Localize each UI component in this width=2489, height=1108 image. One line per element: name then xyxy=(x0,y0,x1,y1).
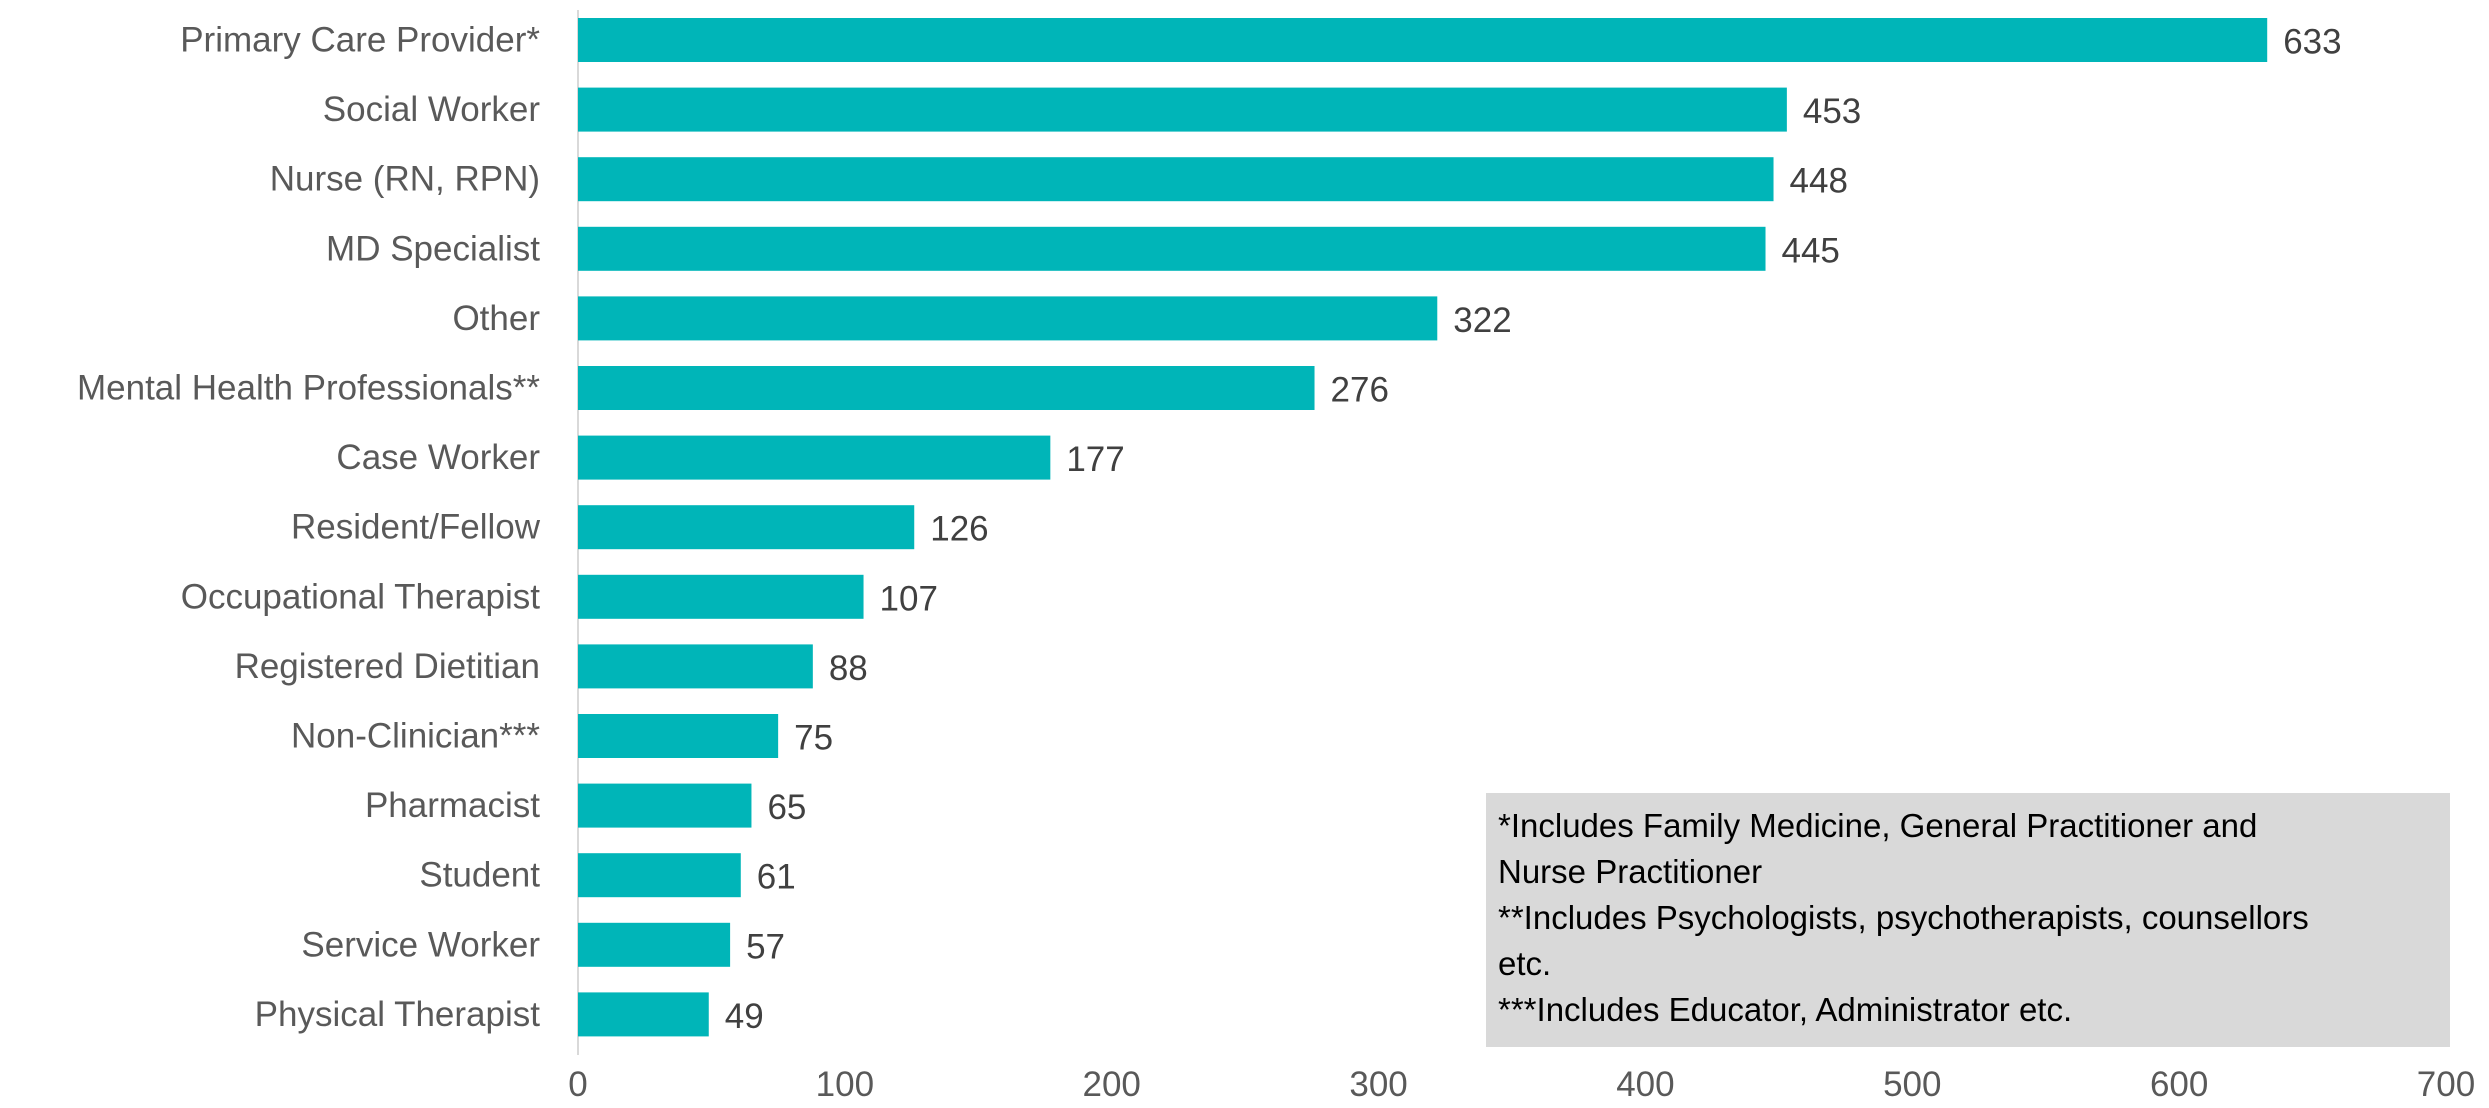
category-label: Service Worker xyxy=(301,925,540,964)
bar xyxy=(578,366,1315,410)
bar xyxy=(578,574,864,619)
value-label: 633 xyxy=(2283,23,2341,62)
category-label: Case Worker xyxy=(336,438,540,477)
x-tick-label: 300 xyxy=(1349,1065,1407,1104)
x-tick-label: 600 xyxy=(2150,1065,2208,1104)
footnote-line: ***Includes Educator, Administrator etc. xyxy=(1498,991,2073,1028)
bar xyxy=(578,714,779,758)
category-label: Resident/Fellow xyxy=(291,508,541,547)
x-tick-label: 400 xyxy=(1616,1065,1674,1104)
category-label: Primary Care Provider* xyxy=(180,21,540,60)
value-label: 448 xyxy=(1790,162,1848,201)
category-label: Occupational Therapist xyxy=(181,577,541,616)
bars-group xyxy=(578,18,2268,1037)
category-label: Physical Therapist xyxy=(255,995,541,1034)
value-label: 453 xyxy=(1803,92,1861,131)
value-label: 126 xyxy=(930,510,988,549)
bar xyxy=(578,922,731,967)
bar xyxy=(578,505,915,550)
value-label: 49 xyxy=(725,997,764,1036)
bar xyxy=(578,992,709,1037)
value-label: 57 xyxy=(746,927,785,966)
x-axis-ticks: 0 100 200 300 400 500 600 700 xyxy=(568,1065,2475,1104)
value-labels: 633 453 448 445 322 276 177 126 107 88 75 65 61 57 49 xyxy=(725,23,2342,1036)
x-tick-label: 100 xyxy=(816,1065,874,1104)
bar xyxy=(578,783,752,828)
footnote-line: Nurse Practitioner xyxy=(1498,853,1763,890)
category-label: Social Worker xyxy=(323,90,541,129)
value-label: 107 xyxy=(880,579,938,618)
category-label: Registered Dietitian xyxy=(235,647,540,686)
category-labels: Primary Care Provider* Social Worker Nurse… xyxy=(77,21,541,1034)
bar xyxy=(578,18,2268,62)
footnote-line: *Includes Family Medicine, General Pract… xyxy=(1498,807,2258,844)
category-label: Student xyxy=(419,856,540,895)
value-label: 322 xyxy=(1453,301,1511,340)
footnote-line: **Includes Psychologists, psychotherapis… xyxy=(1498,899,2309,936)
x-tick-label: 0 xyxy=(568,1065,587,1104)
x-tick-label: 500 xyxy=(1883,1065,1941,1104)
category-label: Other xyxy=(452,299,540,338)
category-label: Non-Clinician*** xyxy=(291,717,540,756)
bar xyxy=(578,226,1766,271)
bar xyxy=(578,853,741,898)
value-label: 445 xyxy=(1782,231,1840,270)
footnote-line: etc. xyxy=(1498,945,1552,982)
value-label: 75 xyxy=(794,719,833,758)
category-label: MD Specialist xyxy=(326,229,540,268)
category-label: Nurse (RN, RPN) xyxy=(270,160,540,199)
value-label: 276 xyxy=(1331,371,1389,410)
x-tick-label: 700 xyxy=(2417,1065,2475,1104)
x-tick-label: 200 xyxy=(1083,1065,1141,1104)
value-label: 177 xyxy=(1066,440,1124,479)
value-label: 65 xyxy=(767,788,806,827)
category-label: Pharmacist xyxy=(365,786,540,825)
category-label: Mental Health Professionals** xyxy=(77,369,540,408)
footnote-box: *Includes Family Medicine, General Pract… xyxy=(1486,793,2450,1047)
bar xyxy=(578,296,1438,341)
value-label: 88 xyxy=(829,649,868,688)
bar xyxy=(578,435,1051,480)
bar xyxy=(578,87,1787,132)
bar xyxy=(578,157,1774,202)
value-label: 61 xyxy=(757,858,796,897)
bar xyxy=(578,644,813,689)
